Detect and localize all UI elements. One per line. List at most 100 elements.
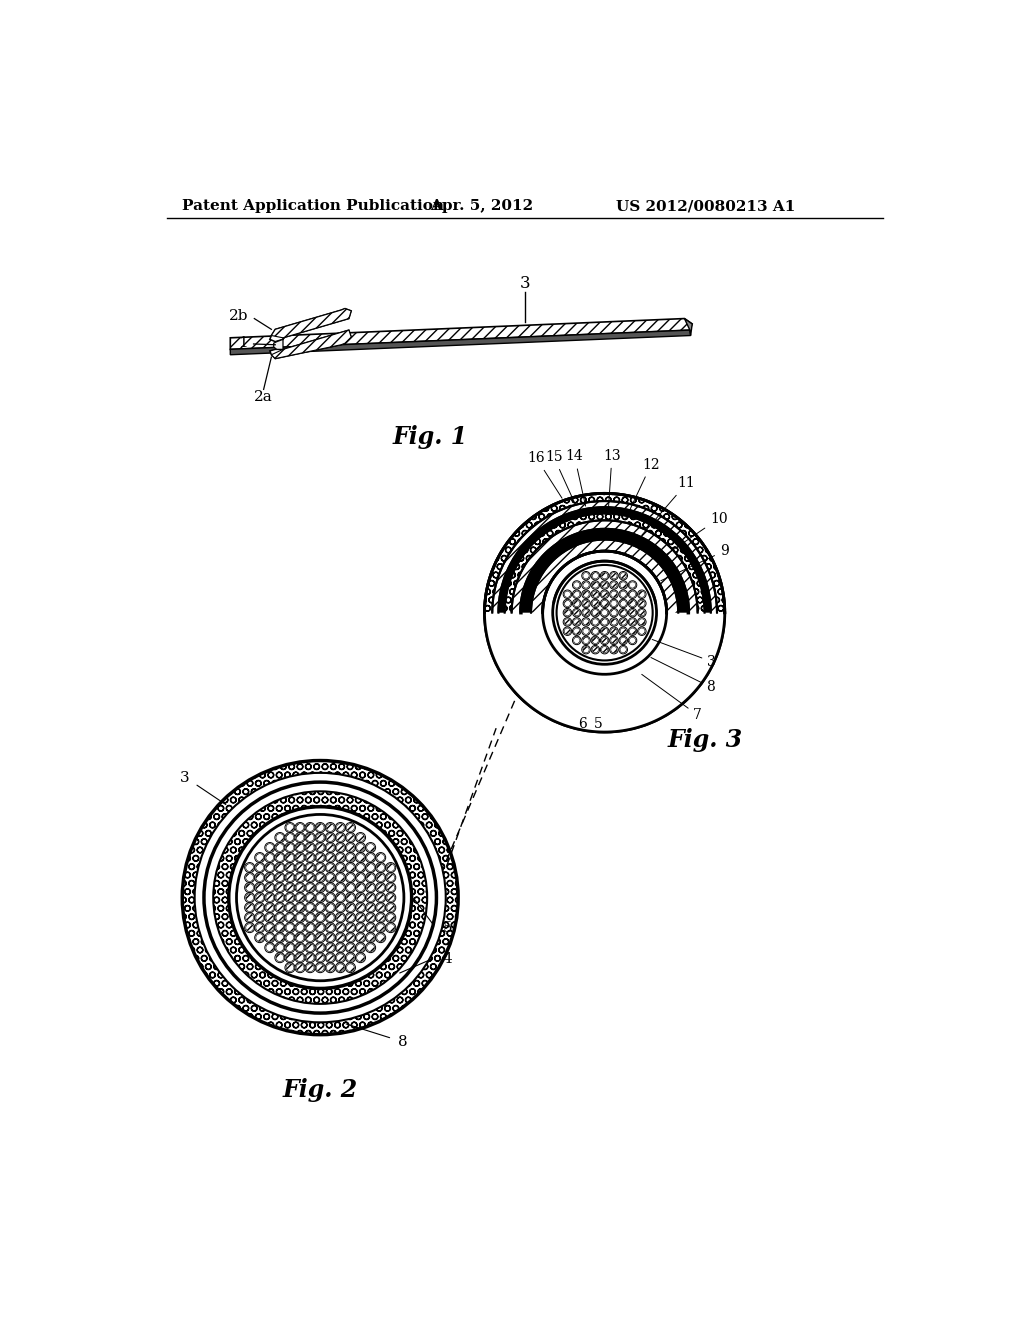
Circle shape bbox=[274, 853, 285, 862]
Circle shape bbox=[326, 923, 335, 933]
Circle shape bbox=[609, 636, 618, 644]
Circle shape bbox=[345, 892, 355, 903]
Circle shape bbox=[563, 590, 571, 598]
Circle shape bbox=[600, 590, 609, 598]
Text: 4: 4 bbox=[442, 952, 453, 966]
Circle shape bbox=[335, 833, 345, 842]
Circle shape bbox=[305, 862, 315, 873]
Circle shape bbox=[326, 892, 335, 903]
Circle shape bbox=[355, 892, 366, 903]
Circle shape bbox=[285, 842, 295, 853]
Circle shape bbox=[355, 923, 366, 933]
Circle shape bbox=[315, 892, 326, 903]
Circle shape bbox=[305, 883, 315, 892]
Circle shape bbox=[386, 862, 395, 873]
Circle shape bbox=[255, 873, 265, 883]
Circle shape bbox=[572, 581, 581, 589]
Circle shape bbox=[376, 892, 386, 903]
Circle shape bbox=[345, 833, 355, 842]
Circle shape bbox=[335, 892, 345, 903]
Circle shape bbox=[315, 862, 326, 873]
Circle shape bbox=[609, 645, 618, 653]
Circle shape bbox=[305, 953, 315, 962]
Circle shape bbox=[563, 599, 571, 607]
Polygon shape bbox=[484, 612, 725, 733]
Circle shape bbox=[335, 933, 345, 942]
Circle shape bbox=[582, 609, 590, 616]
Circle shape bbox=[315, 903, 326, 912]
Circle shape bbox=[315, 942, 326, 953]
Circle shape bbox=[265, 903, 274, 912]
Circle shape bbox=[609, 618, 618, 626]
Circle shape bbox=[326, 942, 335, 953]
Circle shape bbox=[591, 599, 600, 607]
Circle shape bbox=[255, 862, 265, 873]
Text: 11: 11 bbox=[642, 477, 695, 535]
Circle shape bbox=[582, 645, 590, 653]
Circle shape bbox=[295, 933, 305, 942]
Circle shape bbox=[285, 933, 295, 942]
Circle shape bbox=[366, 842, 376, 853]
Circle shape bbox=[591, 627, 600, 635]
Circle shape bbox=[563, 590, 571, 598]
Circle shape bbox=[572, 581, 581, 589]
Circle shape bbox=[366, 892, 376, 903]
Circle shape bbox=[335, 962, 345, 973]
Circle shape bbox=[265, 942, 274, 953]
Circle shape bbox=[295, 953, 305, 962]
Circle shape bbox=[572, 636, 581, 644]
Circle shape bbox=[629, 618, 637, 626]
Circle shape bbox=[274, 883, 285, 892]
Circle shape bbox=[591, 645, 600, 653]
Circle shape bbox=[582, 590, 590, 598]
Circle shape bbox=[265, 912, 274, 923]
Circle shape bbox=[618, 599, 628, 607]
Circle shape bbox=[285, 912, 295, 923]
Circle shape bbox=[618, 645, 628, 653]
Circle shape bbox=[245, 903, 255, 912]
Circle shape bbox=[345, 933, 355, 942]
Circle shape bbox=[600, 645, 609, 653]
Circle shape bbox=[237, 814, 403, 981]
Circle shape bbox=[591, 636, 600, 644]
Circle shape bbox=[629, 609, 637, 616]
Circle shape bbox=[355, 942, 366, 953]
Circle shape bbox=[285, 892, 295, 903]
Circle shape bbox=[326, 842, 335, 853]
Circle shape bbox=[618, 590, 628, 598]
Circle shape bbox=[265, 853, 274, 862]
Circle shape bbox=[366, 912, 376, 923]
Circle shape bbox=[609, 572, 618, 579]
Circle shape bbox=[572, 599, 581, 607]
Circle shape bbox=[285, 923, 295, 933]
Circle shape bbox=[572, 599, 581, 607]
Text: Patent Application Publication: Patent Application Publication bbox=[182, 199, 444, 213]
Circle shape bbox=[572, 618, 581, 626]
Circle shape bbox=[629, 581, 637, 589]
Circle shape bbox=[255, 853, 265, 862]
Circle shape bbox=[600, 636, 609, 644]
Circle shape bbox=[618, 581, 628, 589]
Polygon shape bbox=[271, 330, 351, 359]
Circle shape bbox=[582, 627, 590, 635]
Circle shape bbox=[305, 912, 315, 923]
Circle shape bbox=[335, 862, 345, 873]
Circle shape bbox=[295, 862, 305, 873]
Text: Fig. 1: Fig. 1 bbox=[392, 425, 468, 449]
Circle shape bbox=[591, 609, 600, 616]
Circle shape bbox=[629, 609, 637, 616]
Circle shape bbox=[493, 502, 717, 725]
Circle shape bbox=[629, 581, 637, 589]
Circle shape bbox=[582, 636, 590, 644]
Circle shape bbox=[295, 873, 305, 883]
Circle shape bbox=[386, 873, 395, 883]
Circle shape bbox=[600, 627, 609, 635]
Circle shape bbox=[295, 903, 305, 912]
Circle shape bbox=[591, 590, 600, 598]
Circle shape bbox=[572, 609, 581, 616]
Circle shape bbox=[629, 590, 637, 598]
Circle shape bbox=[563, 609, 571, 616]
Circle shape bbox=[255, 892, 265, 903]
Circle shape bbox=[618, 636, 628, 644]
Circle shape bbox=[600, 627, 609, 635]
